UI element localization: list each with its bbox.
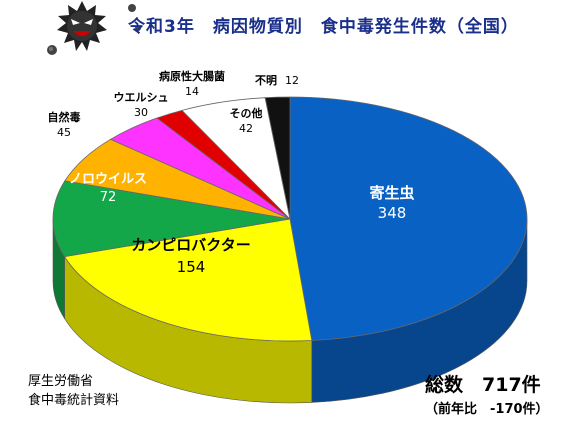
slice-その他-value: 42 <box>239 122 253 135</box>
total-count: 総数 717件 <box>425 374 541 396</box>
slice-病原性大腸菌-label: 病原性大腸菌 <box>159 69 225 83</box>
year-over-year-change: （前年比 -170件） <box>425 402 549 417</box>
slice-カンピロバクター <box>63 218 313 342</box>
slice-自然毒-label: 自然毒 <box>48 110 81 124</box>
slice-不明-value: 12 <box>285 74 299 87</box>
slice-不明 <box>264 96 291 220</box>
source-line-2: 食中毒統計資料 <box>28 393 120 408</box>
slice-不明-label: 不明 <box>255 74 277 87</box>
slice-ウエルシュ-value: 30 <box>134 106 148 119</box>
germ-mascot-icon <box>47 1 141 55</box>
source-note: 厚生労働省 食中毒統計資料 <box>28 372 119 410</box>
slice-ノロウイルス-label: ノロウイルス <box>69 172 147 187</box>
slice-自然毒-value: 45 <box>57 126 71 139</box>
slice-病原性大腸菌-value: 14 <box>185 85 199 98</box>
slice-カンピロバクター-value: 154 <box>177 258 206 276</box>
slice-寄生虫-label: 寄生虫 <box>369 184 414 202</box>
slice-その他-label: その他 <box>230 106 263 120</box>
slice-ウエルシュ-label: ウエルシュ <box>114 91 169 104</box>
slice-ノロウイルス-value: 72 <box>100 190 117 205</box>
slice-ノロウイルス <box>52 180 291 258</box>
slice-カンピロバクター-label: カンピロバクター <box>131 236 250 254</box>
source-line-1: 厚生労働省 <box>28 374 94 389</box>
slice-寄生虫-value: 348 <box>378 204 407 222</box>
chart-title: 令和3年 病因物質別 食中毒発生件数（全国） <box>128 17 519 37</box>
slice-寄生虫 <box>289 96 528 341</box>
